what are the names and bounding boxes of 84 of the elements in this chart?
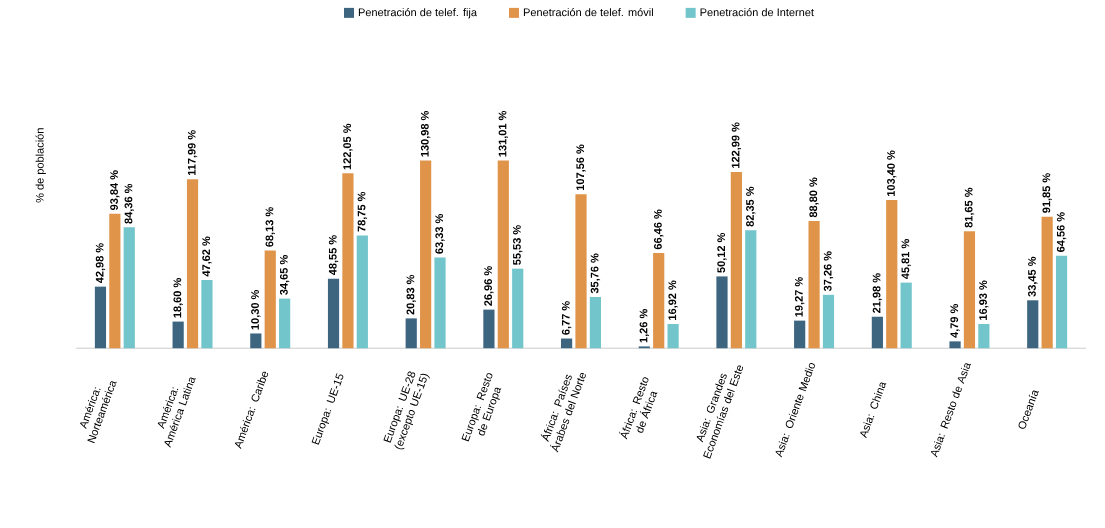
data-label: 19,27 % <box>794 277 805 317</box>
bar <box>561 338 573 349</box>
data-label: 4,79 % <box>950 303 960 338</box>
data-label: 1,26 % <box>639 308 649 343</box>
bar <box>1055 255 1068 349</box>
bar <box>342 173 354 349</box>
data-label: 91,85 % <box>1042 173 1052 213</box>
data-label: 81,65 % <box>964 187 975 228</box>
bar <box>730 171 742 349</box>
data-label: 107,56 % <box>576 144 586 190</box>
bar <box>963 231 976 349</box>
bar <box>172 321 184 349</box>
bar <box>871 316 883 349</box>
data-label: 48,55 % <box>328 235 339 275</box>
data-label: 64,56 % <box>1056 212 1067 252</box>
bar <box>886 199 898 349</box>
data-label: 45,81 % <box>901 239 911 279</box>
bar <box>589 296 601 349</box>
y-axis-title: % de población <box>35 128 46 203</box>
data-label: 82,35 % <box>746 186 756 227</box>
data-label: 55,53 % <box>513 225 523 265</box>
bar <box>653 252 665 349</box>
bar <box>745 230 757 349</box>
data-label: 131,01 % <box>498 110 508 157</box>
bar <box>109 213 121 349</box>
data-label: 26,96 % <box>484 266 494 306</box>
bar <box>434 257 446 349</box>
legend-label: Penetración de Internet <box>700 7 814 17</box>
data-label: 84,36 % <box>124 183 134 224</box>
data-label: 34,65 % <box>279 255 290 295</box>
data-label: 50,12 % <box>717 232 727 273</box>
bar <box>279 298 291 349</box>
data-label: 37,26 % <box>823 251 834 292</box>
data-label: 78,75 % <box>357 191 368 232</box>
data-label: 33,45 % <box>1028 256 1038 297</box>
data-label: 122,99 % <box>731 122 742 168</box>
bar <box>483 309 495 349</box>
bar <box>1027 300 1039 349</box>
bar <box>667 323 679 349</box>
bar <box>1041 216 1053 349</box>
data-label: 122,05 % <box>343 123 353 170</box>
bar <box>497 160 509 349</box>
data-label: 66,46 % <box>654 209 664 250</box>
legend-label: Penetración de telef. fija <box>358 7 477 19</box>
bar <box>575 194 587 349</box>
bar <box>978 323 990 349</box>
legend-label: Penetración de telef. móvil <box>523 7 653 17</box>
bar <box>264 250 276 349</box>
data-label: 68,13 % <box>265 207 275 247</box>
bar <box>900 282 912 349</box>
bar <box>808 220 820 349</box>
bar <box>123 227 135 349</box>
bar <box>716 276 728 349</box>
x-tick-label: Asia: Resto de Asia <box>930 363 971 458</box>
bar <box>250 333 262 349</box>
bar <box>512 268 524 349</box>
bar <box>949 341 961 349</box>
data-label: 63,33 % <box>435 213 445 254</box>
data-label: 20,83 % <box>406 274 416 315</box>
data-label: 117,99 % <box>187 130 198 175</box>
bar <box>794 320 806 349</box>
bar <box>201 279 213 349</box>
x-tick-label: Asia: China <box>860 382 887 439</box>
bar <box>405 318 417 349</box>
data-label: 103,40 % <box>887 150 897 196</box>
data-label: 6,77 % <box>561 301 572 335</box>
bar <box>420 160 432 349</box>
data-label: 47,62 % <box>202 236 212 277</box>
x-tick-label: África: Resto de África <box>619 377 658 440</box>
data-label: 35,76 % <box>590 253 601 294</box>
bar <box>327 278 340 349</box>
data-label: 18,60 % <box>173 277 183 318</box>
data-label: 21,98 % <box>872 273 883 313</box>
bar <box>822 294 835 349</box>
data-label: 88,80 % <box>809 177 819 218</box>
data-label: 130,98 % <box>420 110 431 157</box>
data-label: 16,93 % <box>979 280 989 320</box>
bar <box>94 286 107 349</box>
data-label: 42,98 % <box>95 243 106 283</box>
bar <box>356 235 368 349</box>
data-label: 10,30 % <box>251 289 261 330</box>
data-label: 93,84 % <box>110 170 120 210</box>
bar <box>186 179 199 349</box>
data-label: 16,92 % <box>668 280 678 320</box>
